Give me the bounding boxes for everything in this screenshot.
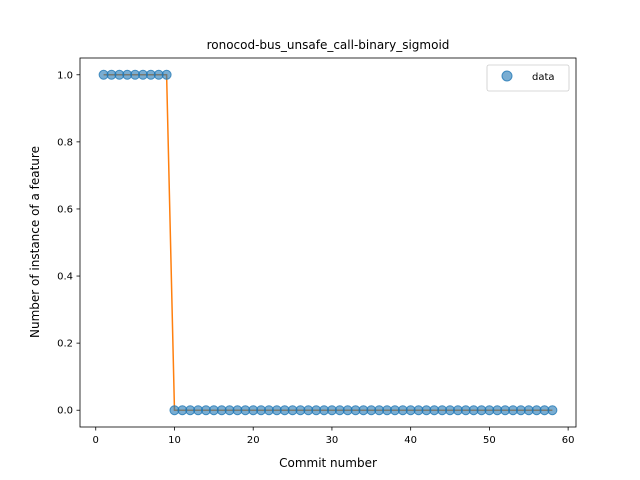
y-tick-label: 0.4 <box>57 272 73 283</box>
x-axis-ticks: 0 10 20 30 40 50 60 <box>93 427 575 446</box>
x-tick-label: 40 <box>404 435 417 446</box>
data-point <box>547 405 558 416</box>
x-tick-label: 50 <box>483 435 496 446</box>
y-tick-label: 1.0 <box>57 70 73 81</box>
plot-frame <box>79 57 577 428</box>
series-points-group <box>98 69 558 416</box>
y-axis-label: Number of instance of a feature <box>28 146 42 338</box>
legend: data <box>486 64 570 92</box>
x-tick-label: 0 <box>93 435 99 446</box>
y-tick-label: 0.8 <box>57 137 73 148</box>
x-tick-label: 60 <box>562 435 575 446</box>
legend-marker-data <box>501 70 513 82</box>
chart-title: ronocod-bus_unsafe_call-binary_sigmoid <box>207 38 450 52</box>
plot-area <box>80 58 576 427</box>
x-axis-label: Commit number <box>279 456 377 470</box>
y-tick-label: 0.2 <box>57 339 73 350</box>
y-tick-label: 0.6 <box>57 204 73 215</box>
x-tick-label: 30 <box>326 435 339 446</box>
y-tick-label: 0.0 <box>57 406 73 417</box>
x-tick-label: 20 <box>247 435 260 446</box>
y-axis-ticks: 0.0 0.2 0.4 0.6 0.8 1.0 <box>57 70 80 417</box>
legend-label-data: data <box>532 72 555 83</box>
data-point <box>161 69 172 80</box>
legend-box <box>486 64 570 92</box>
x-tick-label: 10 <box>168 435 181 446</box>
